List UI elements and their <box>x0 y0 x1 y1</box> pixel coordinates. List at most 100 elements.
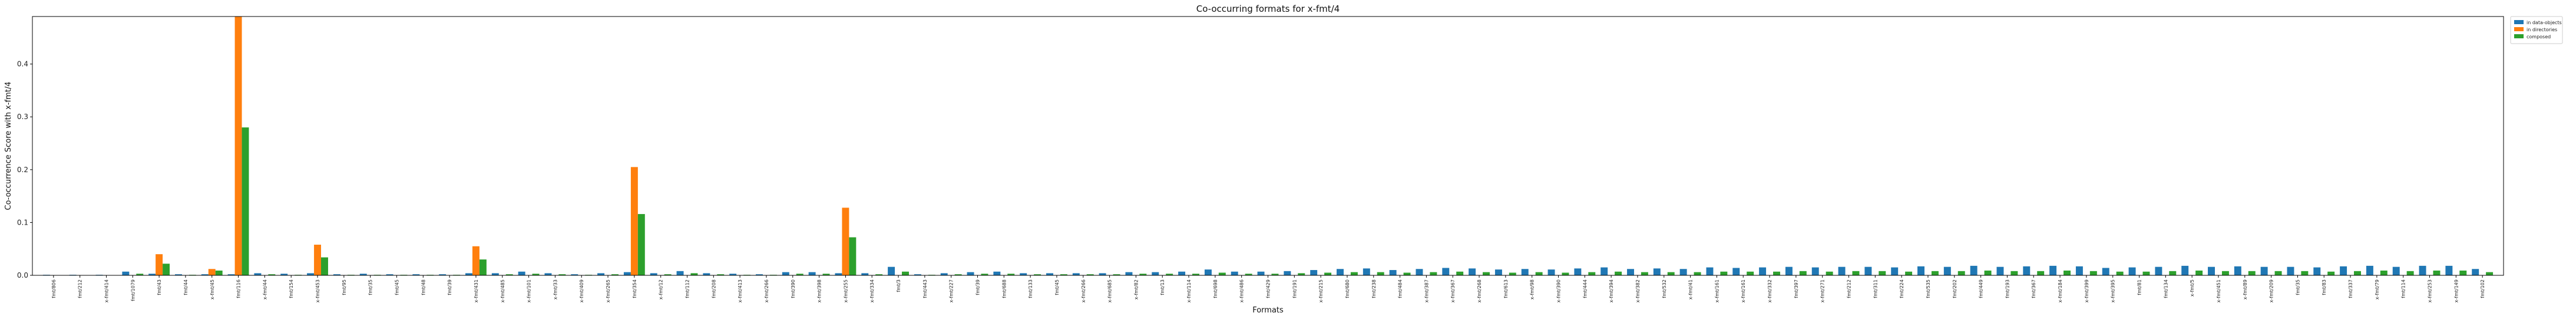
bar-composed-91 <box>2459 270 2467 275</box>
bar-in-data-objects-66 <box>1785 266 1793 275</box>
x-tick-label: fmt/193 <box>2005 279 2010 298</box>
x-tick-label: x-fmt/215 <box>1318 279 1324 302</box>
x-tick-label: x-fmt/414 <box>104 279 109 302</box>
bar-in-data-objects-47 <box>1284 271 1291 275</box>
bar-in-data-objects-3 <box>122 271 130 275</box>
bar-composed-51 <box>1403 272 1411 275</box>
bar-composed-43 <box>1192 274 1199 275</box>
bar-in-data-objects-5 <box>175 274 182 275</box>
bar-composed-6 <box>215 270 223 275</box>
x-tick-label: fmt/613 <box>1503 279 1509 298</box>
x-tick-label: x-fmt/45 <box>210 279 215 299</box>
bar-composed-30 <box>849 237 857 275</box>
bar-in-data-objects-19 <box>544 273 552 275</box>
bar-composed-28 <box>796 274 803 275</box>
bar-composed-31 <box>875 274 883 275</box>
bar-composed-10 <box>321 257 328 275</box>
bar-composed-40 <box>1113 274 1120 275</box>
y-tick-label: 0.2 <box>17 166 28 174</box>
bar-composed-50 <box>1377 272 1384 275</box>
bar-composed-75 <box>2037 271 2045 275</box>
bar-in-data-objects-13 <box>386 274 393 275</box>
bar-composed-56 <box>1535 272 1543 275</box>
bar-composed-70 <box>1905 271 1913 275</box>
x-tick-label: x-fmt/409 <box>579 279 584 302</box>
x-tick-label: fmt/43 <box>157 279 162 295</box>
bar-in-data-objects-38 <box>1046 273 1053 275</box>
bar-in-data-objects-41 <box>1125 272 1133 275</box>
legend-entry: composed <box>2527 34 2551 40</box>
x-tick-label: fmt/390 <box>791 279 796 298</box>
bar-composed-3 <box>136 274 144 275</box>
x-tick-label: x-fmt/5 <box>2190 279 2195 297</box>
bar-composed-37 <box>1034 274 1041 275</box>
x-tick-label: fmt/44 <box>183 279 189 295</box>
bar-in-data-objects-87 <box>2340 266 2347 275</box>
bar-in-data-objects-71 <box>1917 266 1924 275</box>
x-tick-label: fmt/13 <box>1160 279 1165 295</box>
bar-in-data-objects-17 <box>491 273 499 275</box>
x-tick-label: x-fmt/390 <box>1556 279 1562 302</box>
bar-in-data-objects-73 <box>1970 265 1978 275</box>
bar-composed-76 <box>2064 270 2071 275</box>
bar-in-data-objects-48 <box>1310 270 1318 275</box>
bar-in-data-objects-16 <box>465 273 472 275</box>
bar-in-data-objects-76 <box>2049 265 2057 275</box>
x-tick-label: x-fmt/382 <box>1635 279 1641 302</box>
x-tick-label: fmt/39 <box>975 279 980 295</box>
bar-in-data-objects-39 <box>1072 273 1080 275</box>
x-tick-label: fmt/806 <box>51 279 57 298</box>
x-tick-label: x-fmt/184 <box>2058 279 2063 302</box>
bar-in-data-objects-91 <box>2445 265 2453 275</box>
x-tick-label: fmt/680 <box>1345 279 1350 298</box>
x-tick-label: x-fmt/334 <box>869 279 875 302</box>
x-tick-label: fmt/45 <box>1054 279 1060 295</box>
bar-composed-29 <box>822 274 830 275</box>
x-tick-label: x-fmt/451 <box>2216 279 2221 302</box>
bar-composed-67 <box>1826 271 1833 275</box>
x-tick-label: fmt/133 <box>1028 279 1033 298</box>
bar-composed-36 <box>1007 274 1015 275</box>
bar-in-data-objects-35 <box>967 272 974 275</box>
bar-in-data-objects-60 <box>1627 269 1634 275</box>
legend-swatch <box>2514 20 2524 24</box>
bar-in-data-objects-23 <box>650 273 657 275</box>
bar-in-data-objects-58 <box>1574 268 1582 275</box>
legend-entry: in directories <box>2527 27 2557 32</box>
bar-composed-80 <box>2169 271 2177 275</box>
bar-composed-18 <box>532 274 540 275</box>
x-tick-label: x-fmt/149 <box>2453 279 2459 302</box>
x-tick-label: x-fmt/413 <box>738 279 743 302</box>
bar-in-data-objects-90 <box>2419 265 2426 275</box>
bar-in-data-objects-84 <box>2260 266 2268 275</box>
y-tick-label: 0.1 <box>17 218 28 226</box>
bar-composed-7 <box>242 127 249 275</box>
x-tick-label: fmt/224 <box>1899 279 1904 298</box>
bar-in-data-objects-85 <box>2287 266 2294 275</box>
bar-composed-24 <box>690 273 698 275</box>
bar-composed-81 <box>2195 270 2203 275</box>
bar-in-data-objects-31 <box>861 273 869 275</box>
x-tick-label: x-fmt/79 <box>2375 279 2380 299</box>
x-tick-label: fmt/484 <box>1398 279 1403 298</box>
bar-in-data-objects-78 <box>2102 268 2109 275</box>
bar-in-data-objects-32 <box>888 266 895 275</box>
y-tick-label: 0.4 <box>17 60 28 68</box>
bar-in-data-objects-22 <box>623 272 631 275</box>
x-tick-label: fmt/35 <box>368 279 373 295</box>
bar-in-data-objects-80 <box>2155 266 2162 275</box>
bar-in-directories-16 <box>472 246 480 275</box>
x-tick-label: x-fmt/394 <box>1609 279 1614 302</box>
bar-composed-79 <box>2142 271 2150 275</box>
x-tick-label: fmt/1079 <box>130 279 135 301</box>
x-tick-label: fmt/212 <box>1847 279 1852 298</box>
bar-composed-82 <box>2221 271 2229 275</box>
bar-in-data-objects-44 <box>1204 269 1212 275</box>
bar-in-data-objects-12 <box>359 274 367 275</box>
bar-in-data-objects-6 <box>201 274 209 275</box>
bar-in-data-objects-21 <box>597 273 605 275</box>
bar-in-data-objects-49 <box>1337 269 1344 275</box>
x-tick-label: fmt/95 <box>342 279 347 295</box>
bar-composed-35 <box>981 274 988 275</box>
x-tick-label: fmt/443 <box>922 279 928 298</box>
